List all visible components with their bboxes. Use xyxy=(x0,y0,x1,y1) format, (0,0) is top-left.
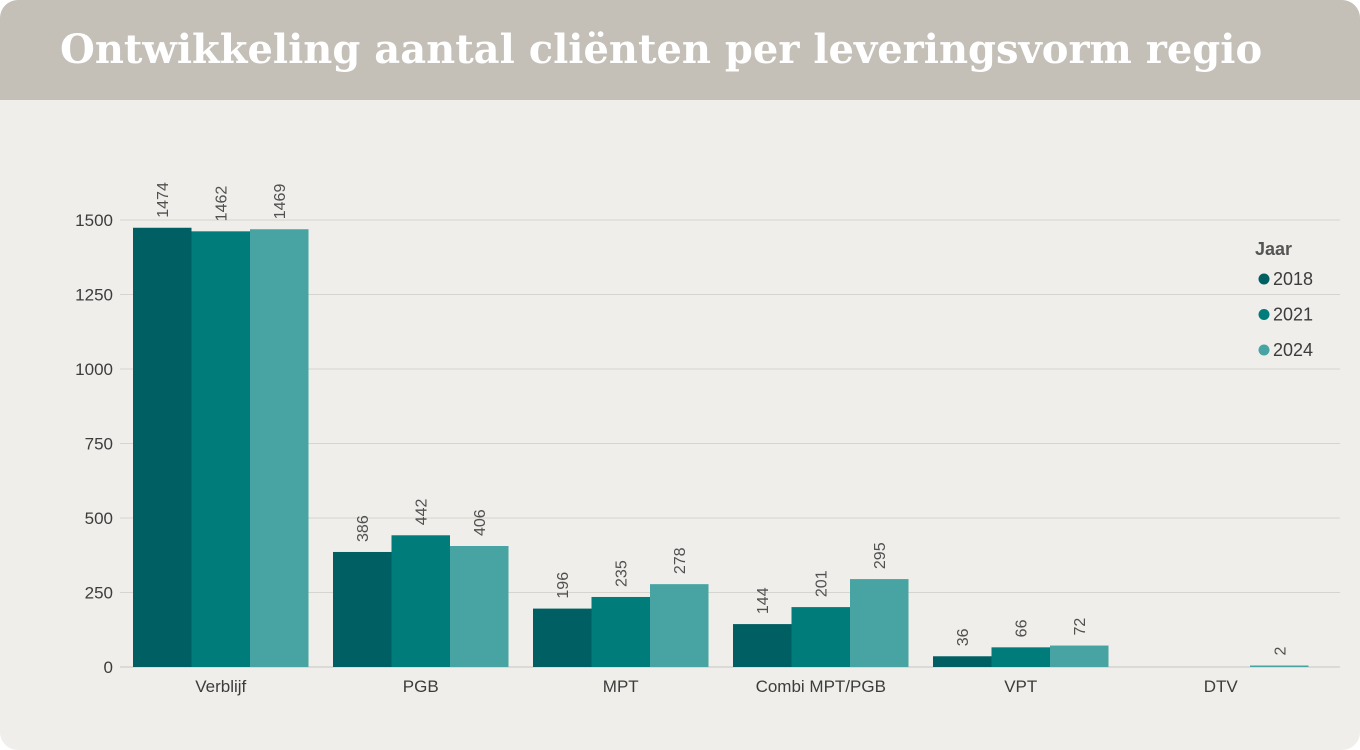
x-tick-label: PGB xyxy=(403,677,439,696)
data-label: 235 xyxy=(614,560,631,587)
bar-2018-vpt[interactable] xyxy=(933,656,992,667)
bars xyxy=(133,227,1309,668)
bar-2021-combi-mpt-pgb[interactable] xyxy=(791,607,851,667)
bar-2018-pgb[interactable] xyxy=(333,551,392,667)
legend[interactable]: Jaar 2018 2021 2024 xyxy=(1255,239,1313,360)
data-label: 295 xyxy=(872,542,889,569)
x-tick-label: Verblijf xyxy=(195,677,246,696)
bar-2024-pgb[interactable] xyxy=(450,546,509,667)
data-label: 2 xyxy=(1272,647,1289,656)
data-label: 386 xyxy=(355,515,372,542)
bar-2024-mpt[interactable] xyxy=(650,584,709,667)
gridlines xyxy=(120,219,1340,668)
bar-2021-vpt[interactable] xyxy=(991,647,1051,667)
y-tick-label: 750 xyxy=(85,435,113,454)
x-tick-label: DTV xyxy=(1204,677,1239,696)
data-label: 1469 xyxy=(272,184,289,220)
data-label: 144 xyxy=(755,587,772,614)
bar-2024-vpt[interactable] xyxy=(1050,645,1109,667)
data-label: 201 xyxy=(814,570,831,597)
y-axis: 0 250 500 750 1000 1250 1500 xyxy=(75,211,113,677)
data-label: 278 xyxy=(672,547,689,574)
x-tick-label: MPT xyxy=(603,677,639,696)
bar-2018-mpt[interactable] xyxy=(533,608,592,667)
x-tick-label: Combi MPT/PGB xyxy=(756,677,886,696)
legend-swatch-2018[interactable] xyxy=(1258,273,1270,285)
data-label: 66 xyxy=(1014,619,1031,637)
y-tick-label: 1000 xyxy=(75,360,113,379)
bar-2018-combi-mpt-pgb[interactable] xyxy=(733,624,792,667)
y-tick-label: 250 xyxy=(85,584,113,603)
bar-2021-verblijf[interactable] xyxy=(191,231,251,667)
bar-2024-verblijf[interactable] xyxy=(250,229,309,667)
title-banner: Ontwikkeling aantal cliënten per leverin… xyxy=(0,0,1360,100)
legend-swatch-2021[interactable] xyxy=(1258,309,1270,320)
y-tick-label: 1250 xyxy=(75,286,113,305)
data-label: 72 xyxy=(1072,618,1089,636)
legend-title: Jaar xyxy=(1255,239,1292,259)
data-label: 442 xyxy=(414,498,431,525)
x-tick-label: VPT xyxy=(1004,677,1037,696)
page-title: Ontwikkeling aantal cliënten per leverin… xyxy=(60,26,1263,73)
bar-chart: 0 250 500 750 1000 1250 1500 1474 1462 1469 386 44… xyxy=(75,182,1340,696)
data-label: 36 xyxy=(955,628,972,646)
data-label: 1474 xyxy=(155,182,172,218)
legend-label-2024[interactable]: 2024 xyxy=(1273,340,1313,360)
legend-label-2021[interactable]: 2021 xyxy=(1273,305,1313,325)
bar-2024-dtv[interactable] xyxy=(1250,665,1309,668)
bar-2018-verblijf[interactable] xyxy=(133,227,192,668)
bar-2021-mpt[interactable] xyxy=(591,596,651,667)
data-label: 1462 xyxy=(214,186,231,222)
bar-2024-combi-mpt-pgb[interactable] xyxy=(850,579,909,667)
data-label: 196 xyxy=(555,572,572,599)
data-label: 406 xyxy=(472,509,489,536)
legend-swatch-2024[interactable] xyxy=(1258,344,1270,356)
x-axis: Verblijf PGB MPT Combi MPT/PGB VPT DTV xyxy=(195,677,1238,696)
y-tick-label: 0 xyxy=(104,658,113,677)
y-tick-label: 1500 xyxy=(75,211,113,230)
y-tick-label: 500 xyxy=(85,509,113,528)
value-labels: 1474 1462 1469 386 442 406 196 235 278 144 201 295 3… xyxy=(155,182,1289,655)
bar-2021-pgb[interactable] xyxy=(391,535,451,667)
legend-label-2018[interactable]: 2018 xyxy=(1273,269,1313,289)
